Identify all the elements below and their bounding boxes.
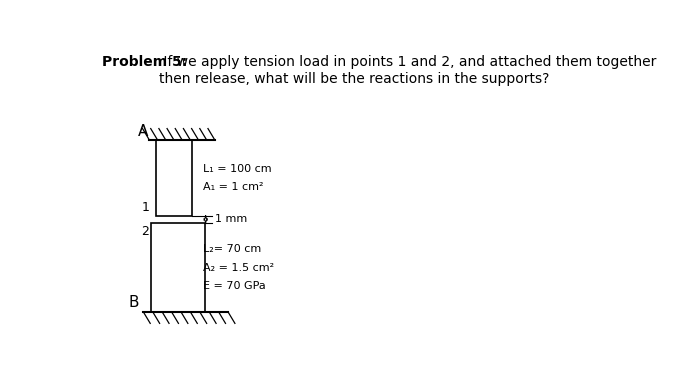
Text: 2: 2 <box>141 225 149 238</box>
Text: A₂ = 1.5 cm²: A₂ = 1.5 cm² <box>203 263 274 273</box>
Text: L₂= 70 cm: L₂= 70 cm <box>203 244 262 254</box>
Text: Problem 5:: Problem 5: <box>102 55 187 70</box>
Text: A: A <box>138 124 148 139</box>
Text: L₁ = 100 cm: L₁ = 100 cm <box>203 164 272 174</box>
Text: A₁ = 1 cm²: A₁ = 1 cm² <box>203 182 264 192</box>
Bar <box>156 140 192 216</box>
Bar <box>151 223 205 312</box>
Text: If we apply tension load in points 1 and 2, and attached them together
then rele: If we apply tension load in points 1 and… <box>158 55 656 86</box>
Text: B: B <box>129 295 139 310</box>
Text: 1: 1 <box>141 201 150 214</box>
Text: E = 70 GPa: E = 70 GPa <box>203 281 266 291</box>
Text: 1 mm: 1 mm <box>215 214 247 224</box>
